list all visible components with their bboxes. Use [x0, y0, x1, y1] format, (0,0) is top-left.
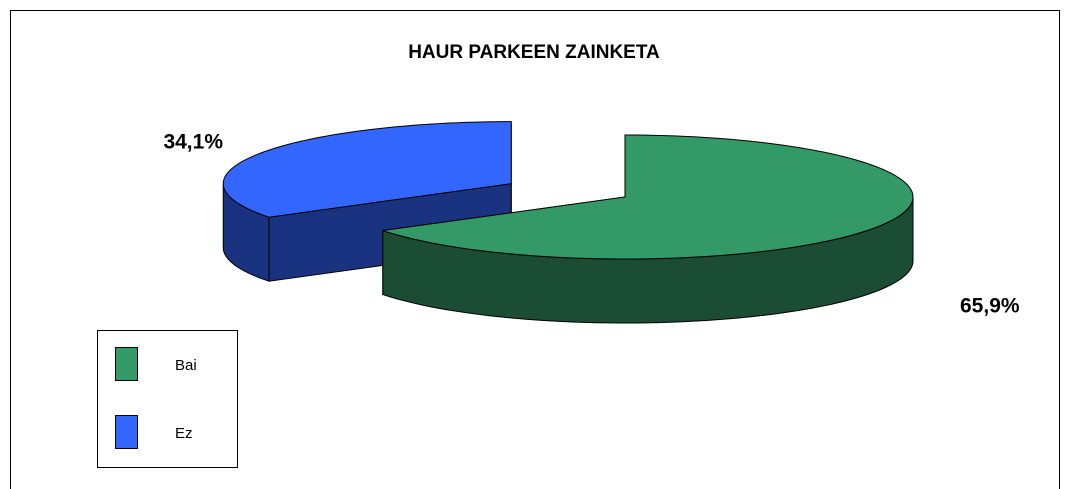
chart-border — [10, 10, 1060, 489]
legend-swatch — [115, 347, 138, 381]
slice — [222, 121, 512, 218]
value-label: 65,9% — [960, 295, 1020, 318]
slice — [382, 134, 914, 260]
legend-label: Bai — [175, 357, 197, 374]
legend-label: Ez — [175, 425, 193, 442]
chart-title: HAUR PARKEEN ZAINKETA — [408, 42, 660, 63]
legend-swatch — [115, 415, 138, 449]
value-label: 34,1% — [163, 131, 223, 154]
